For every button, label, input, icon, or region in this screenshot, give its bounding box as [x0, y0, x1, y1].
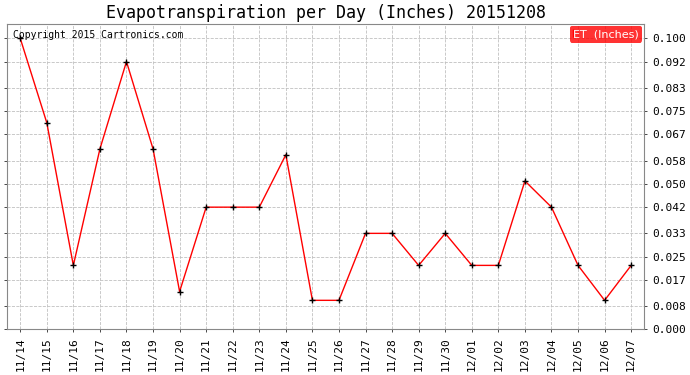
Legend: ET  (Inches): ET (Inches) — [570, 26, 642, 43]
Title: Evapotranspiration per Day (Inches) 20151208: Evapotranspiration per Day (Inches) 2015… — [106, 4, 546, 22]
Text: Copyright 2015 Cartronics.com: Copyright 2015 Cartronics.com — [13, 30, 184, 40]
